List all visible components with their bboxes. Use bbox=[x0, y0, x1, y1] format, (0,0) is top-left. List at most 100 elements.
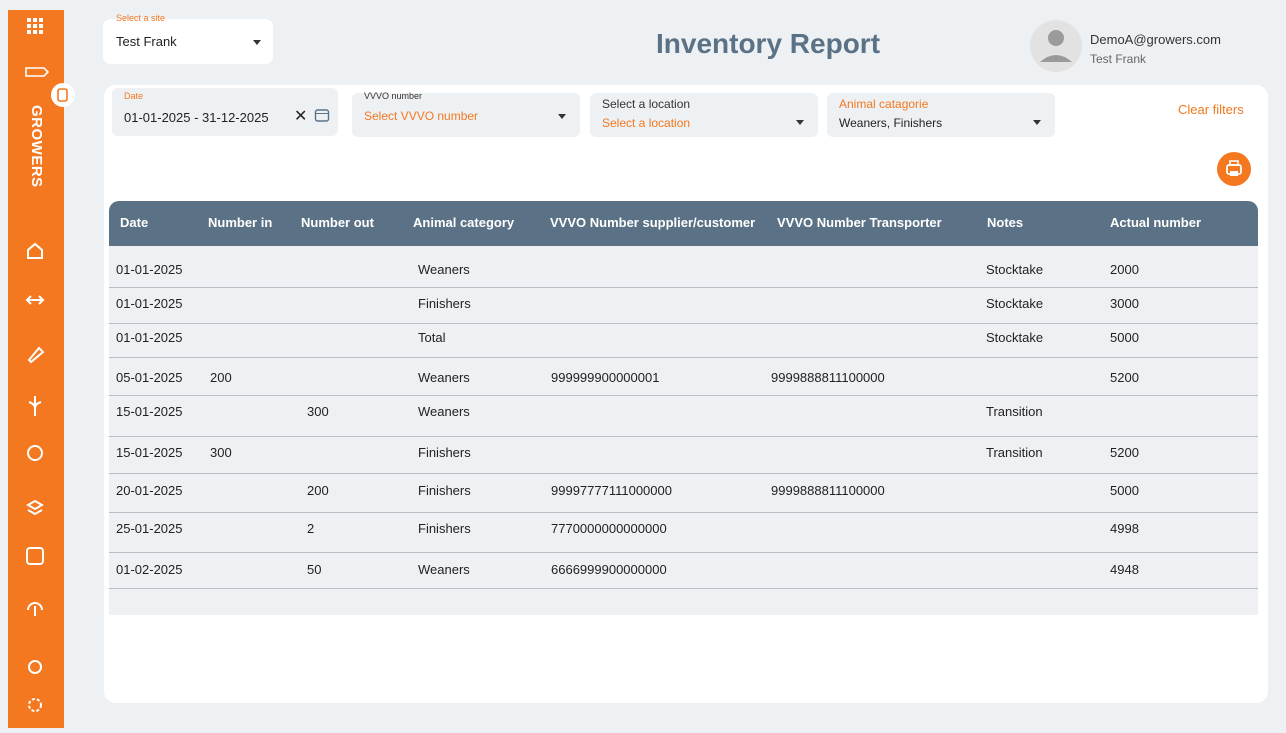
row-divider bbox=[109, 588, 1258, 589]
caret bbox=[558, 114, 566, 119]
vvvo-placeholder: Select VVVO number bbox=[364, 109, 479, 123]
table-cell: Finishers bbox=[418, 483, 471, 498]
health-icon[interactable] bbox=[27, 445, 43, 461]
column-header: Number out bbox=[301, 215, 374, 230]
location-placeholder: Select a location bbox=[602, 116, 691, 130]
table-cell: Total bbox=[418, 330, 446, 345]
table-cell: 2 bbox=[307, 521, 315, 536]
table-cell: 01-01-2025 bbox=[116, 330, 183, 345]
clear-date[interactable]: ✕ bbox=[294, 108, 308, 125]
row-divider bbox=[109, 395, 1258, 396]
category-label: Animal catagorie bbox=[839, 97, 929, 111]
table-cell: 01-01-2025 bbox=[116, 262, 183, 277]
caret bbox=[1033, 120, 1041, 125]
table-cell: 25-01-2025 bbox=[116, 521, 183, 536]
user-name: Test Frank bbox=[1090, 52, 1147, 66]
location-filter[interactable]: Select a location Select a location bbox=[590, 93, 818, 137]
column-header: Notes bbox=[987, 215, 1024, 230]
column-header: Actual number bbox=[1110, 215, 1202, 230]
upload-icon[interactable] bbox=[27, 602, 43, 616]
column-header: VVVO Number supplier/customer bbox=[550, 215, 756, 230]
table-cell: 99997777111000000 bbox=[551, 483, 672, 498]
date-value: 01-01-2025 - 31-12-2025 bbox=[124, 110, 269, 125]
sidebar-icons bbox=[25, 18, 50, 712]
table-cell: Stocktake bbox=[986, 330, 1044, 345]
table-cell: 15-01-2025 bbox=[116, 445, 183, 460]
column-header: Date bbox=[120, 215, 149, 230]
table-cell: 2000 bbox=[1110, 262, 1139, 277]
table-cell: 3000 bbox=[1110, 296, 1139, 311]
date-label: Date bbox=[124, 91, 144, 101]
table-cell: Stocktake bbox=[986, 296, 1044, 311]
table-body bbox=[109, 246, 1258, 615]
print-button[interactable] bbox=[1217, 152, 1251, 186]
site-value: Test Frank bbox=[116, 34, 177, 49]
report-badge bbox=[51, 83, 75, 107]
user-email: DemoA@growers.com bbox=[1090, 32, 1221, 47]
column-header: Number in bbox=[208, 215, 273, 230]
calendar-icon[interactable] bbox=[314, 107, 330, 123]
home-icon[interactable] bbox=[27, 242, 43, 259]
row-divider bbox=[109, 512, 1258, 513]
table-cell: 5000 bbox=[1110, 483, 1139, 498]
category-value: Weaners, Finishers bbox=[839, 116, 943, 130]
date-filter[interactable]: Date 01-01-2025 - 31-12-2025 ✕ bbox=[112, 88, 338, 136]
row-divider bbox=[109, 323, 1258, 324]
caret bbox=[253, 40, 261, 45]
clear-filters[interactable]: Clear filters bbox=[1178, 102, 1244, 117]
table-header bbox=[109, 201, 1258, 246]
site-select[interactable]: Select a site Test Frank bbox=[103, 13, 273, 64]
table-cell: Transition bbox=[986, 445, 1043, 460]
row-divider bbox=[109, 436, 1258, 437]
table-cell: 15-01-2025 bbox=[116, 404, 183, 419]
table-cell: Weaners bbox=[418, 262, 470, 277]
table-cell: 5200 bbox=[1110, 445, 1139, 460]
table-cell: 200 bbox=[307, 483, 329, 498]
table-cell: 9999888811100000 bbox=[771, 370, 885, 385]
settings-icon[interactable] bbox=[28, 698, 42, 712]
help-icon[interactable] bbox=[28, 660, 42, 674]
table-cell: 300 bbox=[210, 445, 232, 460]
table-cell: Weaners bbox=[418, 562, 470, 577]
table-cell: 50 bbox=[307, 562, 322, 577]
table-cell: 5000 bbox=[1110, 330, 1139, 345]
feed-icon[interactable] bbox=[27, 346, 45, 364]
crop-icon[interactable] bbox=[28, 396, 42, 416]
row-divider bbox=[109, 552, 1258, 553]
row-divider bbox=[109, 473, 1258, 474]
transfer-icon[interactable] bbox=[25, 295, 45, 305]
table-cell: Finishers bbox=[418, 296, 471, 311]
table-cell: Finishers bbox=[418, 521, 471, 536]
site-label: Select a site bbox=[116, 13, 166, 23]
avatar[interactable] bbox=[1030, 20, 1082, 72]
table-cell: Finishers bbox=[418, 445, 471, 460]
table-cell: 9999888811100000 bbox=[771, 483, 885, 498]
table-cell: 7770000000000000 bbox=[551, 521, 667, 536]
table-cell: 999999900000001 bbox=[551, 370, 660, 385]
table-cell: 01-01-2025 bbox=[116, 296, 183, 311]
table-cell: 01-02-2025 bbox=[116, 562, 183, 577]
table-cell: 300 bbox=[307, 404, 329, 419]
report-icon[interactable] bbox=[26, 547, 44, 565]
table-cell: 4948 bbox=[1110, 562, 1139, 577]
table-cell: Weaners bbox=[418, 404, 470, 419]
location-label: Select a location bbox=[602, 97, 691, 111]
table-cell: Weaners bbox=[418, 370, 470, 385]
category-filter[interactable]: Animal catagorie Weaners, Finishers bbox=[827, 93, 1055, 137]
caret bbox=[796, 120, 804, 125]
table-cell: 5200 bbox=[1110, 370, 1139, 385]
table-cell: 6666999900000000 bbox=[551, 562, 667, 577]
column-header: VVVO Number Transporter bbox=[777, 215, 942, 230]
brand: GROWERS bbox=[28, 105, 45, 188]
vvvo-filter[interactable]: VVVO number Select VVVO number bbox=[352, 91, 580, 137]
table-cell: 4998 bbox=[1110, 521, 1139, 536]
page-title: Inventory Report bbox=[656, 28, 881, 59]
apps-icon[interactable] bbox=[27, 18, 43, 34]
table-cell: 200 bbox=[210, 370, 232, 385]
table-cell: Stocktake bbox=[986, 262, 1044, 277]
vvvo-label: VVVO number bbox=[364, 91, 423, 101]
table-cell: Transition bbox=[986, 404, 1043, 419]
row-divider bbox=[109, 287, 1258, 288]
layers-icon[interactable] bbox=[25, 499, 45, 516]
